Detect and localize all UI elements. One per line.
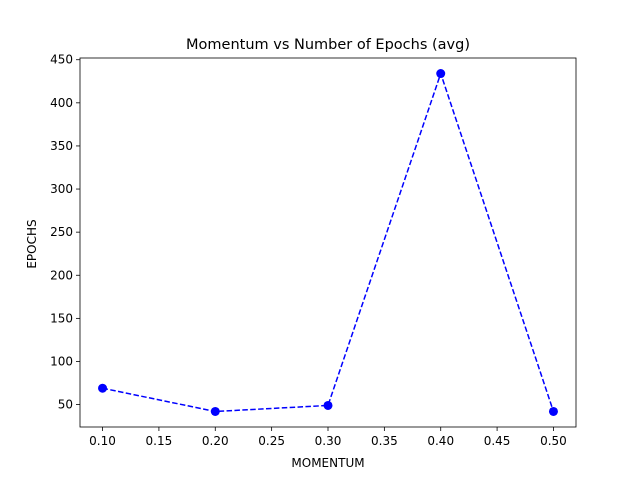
data-point — [548, 406, 558, 416]
series-line — [102, 71, 555, 413]
y-tick-label: 50 — [58, 398, 73, 412]
x-tick-label: 0.45 — [484, 434, 511, 448]
x-tick-label: 0.15 — [146, 434, 173, 448]
plot-area: 0.10 0.15 0.20 0.25 0.30 0.35 0.40 0.45 0.50 50 10… — [50, 53, 577, 448]
x-tick-label: 0.30 — [315, 434, 342, 448]
y-tick-label: 300 — [50, 182, 73, 196]
y-tick-label: 200 — [50, 268, 73, 282]
data-point — [98, 383, 108, 393]
y-tick-label: 250 — [50, 225, 73, 239]
data-point — [210, 406, 220, 416]
y-tick-label: 350 — [50, 139, 73, 153]
x-tick-label: 0.35 — [371, 434, 398, 448]
data-point — [323, 400, 333, 410]
x-tick-label: 0.40 — [427, 434, 454, 448]
x-tick-label: 0.25 — [258, 434, 285, 448]
data-point — [436, 69, 446, 79]
y-tick-label: 450 — [50, 53, 73, 67]
x-axis-title: MOMENTUM — [291, 456, 364, 470]
y-tick-label: 150 — [50, 311, 73, 325]
x-tick-label: 0.10 — [89, 434, 116, 448]
x-tick-label: 0.50 — [540, 434, 567, 448]
chart-title: Momentum vs Number of Epochs (avg) — [186, 37, 470, 53]
y-tick-label: 400 — [50, 96, 73, 110]
x-tick-label: 0.20 — [202, 434, 229, 448]
y-axis-title: EPOCHS — [25, 219, 39, 268]
y-tick-label: 100 — [50, 354, 73, 368]
axes-frame — [79, 57, 577, 428]
